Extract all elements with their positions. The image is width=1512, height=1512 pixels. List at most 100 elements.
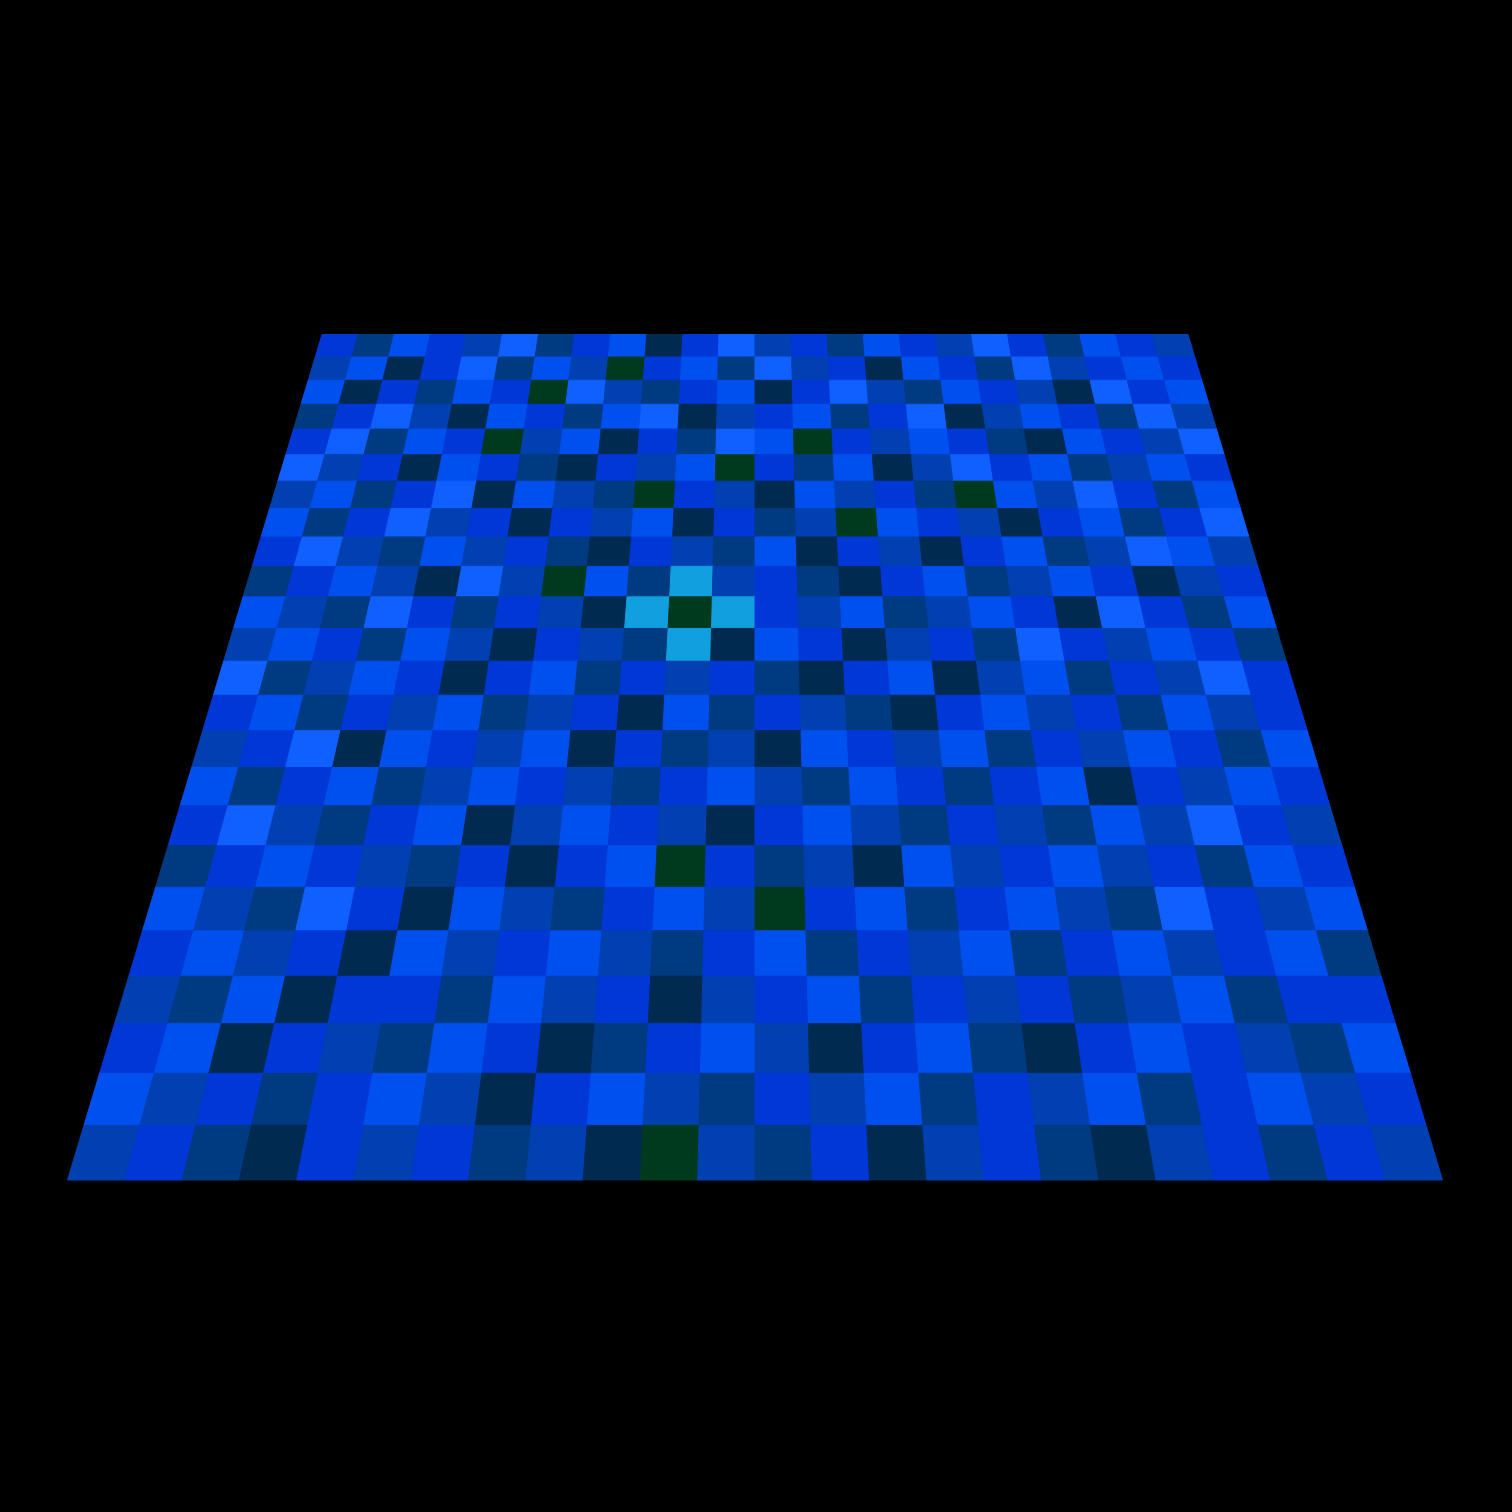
cell [795, 481, 836, 508]
cell [902, 846, 955, 888]
cell [899, 806, 951, 846]
cell [1155, 887, 1215, 930]
cell [1084, 768, 1139, 806]
cell [534, 628, 582, 661]
cell [449, 887, 505, 930]
cell [510, 806, 563, 846]
cell [354, 1125, 420, 1180]
cell [297, 1125, 364, 1180]
cell [1043, 537, 1090, 566]
cell [698, 1125, 755, 1180]
cell [275, 976, 338, 1023]
cell [328, 566, 378, 596]
cell [1261, 731, 1318, 768]
cell [1293, 846, 1354, 888]
cell [535, 335, 574, 358]
cell [1084, 537, 1132, 566]
cell [551, 887, 605, 930]
cell [373, 1024, 435, 1074]
cell [802, 768, 851, 806]
cell [477, 455, 521, 481]
cell [338, 931, 398, 976]
cell [385, 509, 432, 537]
cell [347, 887, 406, 930]
cell [364, 597, 414, 629]
cell [1029, 455, 1073, 481]
cell [549, 509, 593, 537]
cell [855, 887, 908, 930]
cell [755, 846, 805, 888]
cell [462, 537, 508, 566]
cell [964, 566, 1010, 596]
cell [324, 768, 380, 806]
cell [524, 404, 566, 429]
cell [702, 976, 755, 1023]
cell [679, 380, 717, 404]
cell [620, 661, 667, 695]
cell [915, 1024, 973, 1074]
cell [537, 1024, 595, 1074]
cell [908, 931, 964, 976]
cell [407, 597, 456, 629]
cell [546, 931, 602, 976]
cell [955, 887, 1010, 930]
cell [414, 566, 462, 596]
cell [403, 429, 447, 455]
cell [383, 357, 425, 380]
cell [710, 661, 755, 695]
cell [420, 537, 467, 566]
cell [325, 429, 371, 455]
cell [653, 887, 705, 930]
cell [239, 1125, 307, 1180]
cell [632, 509, 675, 537]
cell [899, 335, 938, 358]
cell [715, 455, 755, 481]
cell [1137, 1073, 1202, 1125]
cell [315, 335, 358, 358]
cell [1065, 661, 1116, 695]
cell [1035, 1125, 1099, 1180]
cell [755, 455, 795, 481]
cell [1121, 357, 1164, 380]
cell [364, 806, 420, 846]
cell [625, 597, 670, 629]
cell [538, 597, 585, 629]
cell [606, 357, 645, 380]
cell [516, 455, 559, 481]
cell [1233, 628, 1286, 661]
cell [431, 481, 476, 508]
cell [1161, 695, 1215, 730]
cell [512, 481, 556, 508]
cell [1224, 597, 1276, 629]
cell [308, 1073, 373, 1125]
cell [957, 509, 1002, 537]
cell [943, 768, 995, 806]
cell [339, 380, 383, 404]
cell [1044, 335, 1085, 358]
cell [703, 931, 755, 976]
cell [1061, 931, 1120, 976]
cell [755, 509, 796, 537]
cell [795, 509, 837, 537]
cell [469, 1125, 532, 1180]
cell [1022, 1024, 1083, 1074]
cell [792, 357, 830, 380]
cell [1146, 846, 1204, 888]
cell [648, 976, 703, 1023]
cell [268, 628, 321, 661]
cell [755, 806, 804, 846]
cell [845, 695, 893, 730]
cell [286, 429, 332, 455]
cell [482, 1024, 542, 1074]
cell [581, 597, 627, 629]
cell [602, 887, 655, 930]
cell [645, 335, 683, 358]
cell [807, 976, 862, 1023]
cell [504, 537, 550, 566]
cell [1063, 429, 1107, 455]
cell [755, 481, 795, 508]
cell [755, 335, 792, 358]
cell [929, 628, 977, 661]
cell [808, 1024, 864, 1074]
cell [1079, 509, 1126, 537]
